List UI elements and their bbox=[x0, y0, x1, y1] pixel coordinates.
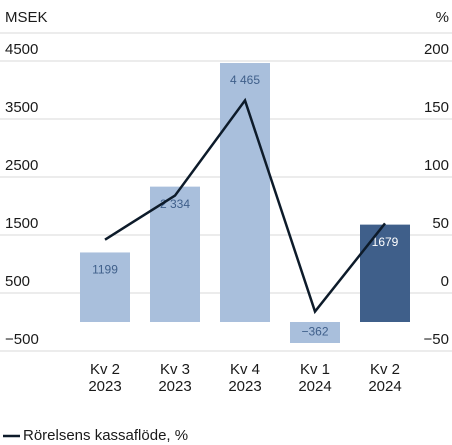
bar bbox=[360, 224, 410, 322]
x-tick-label: 2023 bbox=[88, 378, 121, 395]
y-tick-label: −500 bbox=[5, 331, 39, 348]
y2-tick-label: 150 bbox=[424, 99, 449, 116]
y2-tick-label: −50 bbox=[424, 331, 449, 348]
y-tick-label: 2500 bbox=[5, 157, 38, 174]
y-tick-label: 1500 bbox=[5, 215, 38, 232]
value-label: 2 334 bbox=[160, 197, 190, 211]
y2-tick-label: 0 bbox=[441, 273, 449, 290]
y-tick-label: 3500 bbox=[5, 99, 38, 116]
y2-tick-label: 200 bbox=[424, 41, 449, 58]
line bbox=[104, 97, 386, 315]
x-tick-label: Kv 1 bbox=[300, 361, 330, 378]
bar bbox=[290, 322, 340, 343]
x-tick-label: Kv 3 bbox=[160, 361, 190, 378]
value-label: 1199 bbox=[92, 263, 118, 277]
bar bbox=[220, 63, 270, 322]
bar bbox=[80, 252, 130, 322]
x-tick-label: 2023 bbox=[158, 378, 191, 395]
y-tick-label: 500 bbox=[5, 273, 30, 290]
y-unit: MSEK bbox=[5, 9, 48, 26]
value-label: −362 bbox=[301, 325, 328, 339]
x-tick-label: Kv 2 bbox=[370, 361, 400, 378]
x-tick-label: 2024 bbox=[368, 378, 401, 395]
value-label: 4 465 bbox=[230, 73, 260, 87]
value-label: 1679 bbox=[372, 235, 399, 249]
y2-unit: % bbox=[436, 9, 449, 26]
x-tick-label: Kv 4 bbox=[230, 361, 260, 378]
legend-label: Rörelsens kassaflöde, % bbox=[23, 427, 188, 444]
y-tick-label: 4500 bbox=[5, 41, 38, 58]
y2-tick-label: 50 bbox=[432, 215, 449, 232]
x-tick-label: 2023 bbox=[228, 378, 261, 395]
y2-tick-label: 100 bbox=[424, 157, 449, 174]
x-tick-label: Kv 2 bbox=[90, 361, 120, 378]
x-tick-label: 2024 bbox=[298, 378, 331, 395]
bar bbox=[150, 186, 200, 322]
